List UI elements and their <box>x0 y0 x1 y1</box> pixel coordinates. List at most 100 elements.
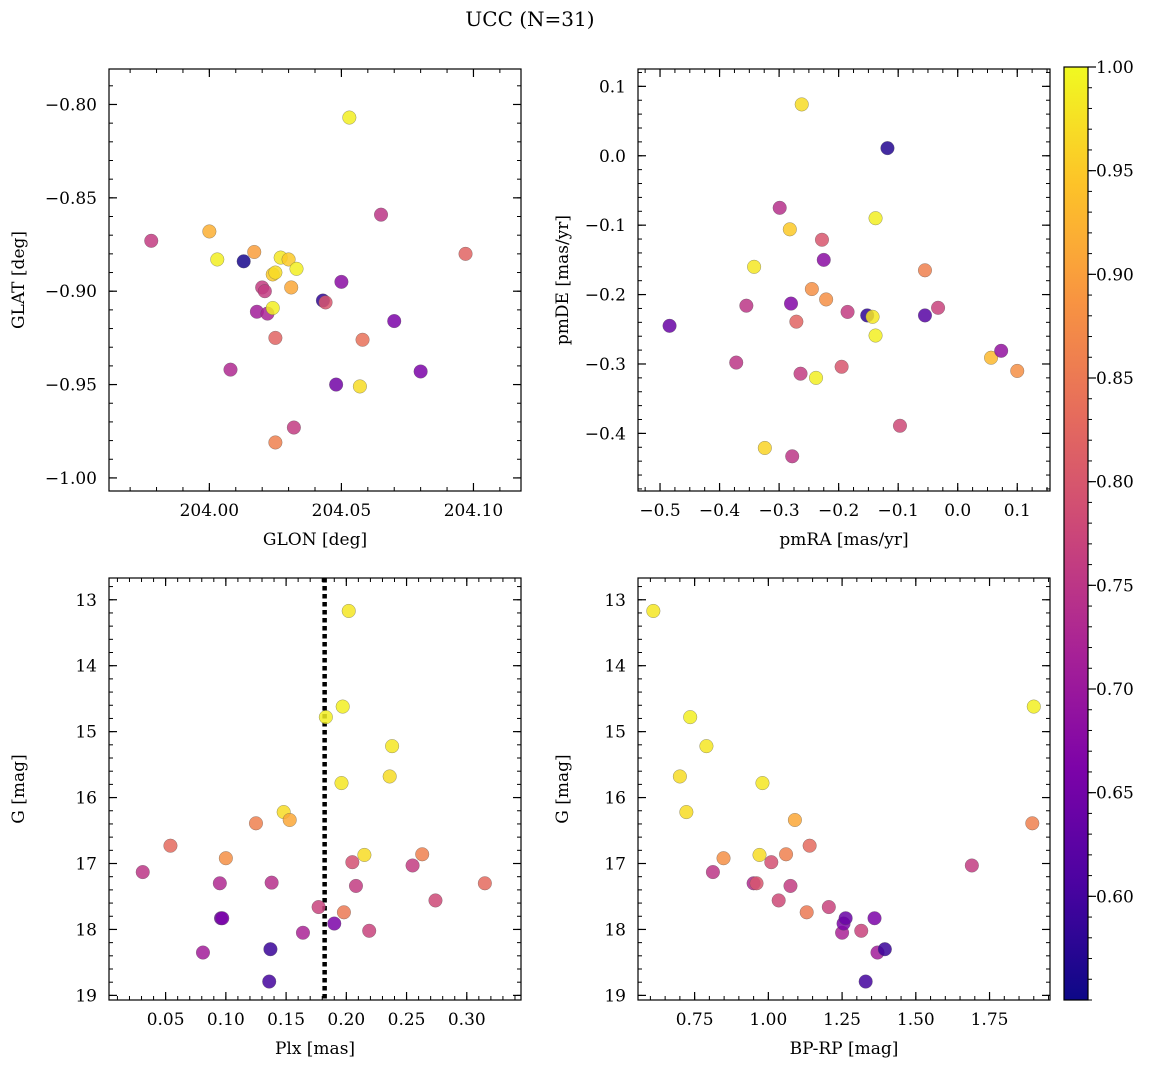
y-axis-label: G [mag] <box>553 754 573 823</box>
data-point <box>804 281 819 297</box>
data-point <box>771 893 786 908</box>
x-tick-label: 0.0 <box>944 501 971 521</box>
x-tick-label: 1.50 <box>897 1010 935 1030</box>
data-point <box>202 224 217 239</box>
data-point <box>808 370 824 385</box>
data-point <box>794 97 809 112</box>
y-tick-label: 17 <box>604 855 626 875</box>
data-point <box>329 377 344 392</box>
data-point <box>212 876 227 891</box>
data-point <box>931 300 946 315</box>
data-point <box>289 261 304 276</box>
data-point <box>729 355 744 370</box>
data-point <box>236 254 251 269</box>
data-point <box>994 343 1009 358</box>
y-tick-label: −0.80 <box>45 95 97 115</box>
data-point <box>163 838 178 853</box>
y-tick-label: −0.1 <box>585 216 626 236</box>
data-point <box>793 366 808 381</box>
x-tick-label: −0.3 <box>758 501 799 521</box>
data-point <box>348 878 364 893</box>
data-point <box>739 298 754 313</box>
data-point <box>218 851 233 866</box>
axes-frame <box>108 68 522 492</box>
y-tick-label: 15 <box>604 723 626 743</box>
data-point <box>284 280 299 295</box>
data-point <box>858 974 873 989</box>
x-tick-label: −0.4 <box>699 501 740 521</box>
data-point <box>984 350 999 365</box>
y-tick-label: 18 <box>75 920 97 940</box>
data-point <box>262 974 277 989</box>
x-tick-label: 0.05 <box>147 1010 185 1030</box>
x-tick-label: 0.30 <box>448 1010 486 1030</box>
data-point <box>917 263 933 278</box>
data-point <box>477 876 492 891</box>
data-point <box>135 865 150 880</box>
data-point <box>1010 363 1025 378</box>
y-tick-label: 13 <box>604 591 626 611</box>
axes-frame <box>108 577 522 1001</box>
data-point <box>268 265 283 280</box>
data-point <box>816 252 831 267</box>
scatter-panel-4: 0.75 1.00 1.25 1.50 1.75 13 14 15 16 17 18 19 BP-RP … <box>553 577 1051 1059</box>
data-point <box>778 847 794 862</box>
data-point <box>286 420 301 435</box>
data-point <box>268 435 283 450</box>
data-point <box>772 200 787 215</box>
y-tick-label: −0.4 <box>585 424 626 444</box>
data-point <box>840 304 855 319</box>
colorbar-tick-label: 0.60 <box>1096 887 1134 907</box>
data-point <box>281 252 296 267</box>
data-point <box>802 838 817 853</box>
data-point <box>373 207 389 222</box>
data-point <box>834 359 849 374</box>
data-point <box>699 739 714 754</box>
data-point <box>865 309 880 324</box>
data-point <box>1025 816 1040 831</box>
y-tick-label: −0.85 <box>45 189 97 209</box>
x-tick-label: 0.75 <box>676 1010 714 1030</box>
data-point <box>144 233 159 248</box>
data-point <box>282 812 297 828</box>
x-tick-label: −0.1 <box>878 501 919 521</box>
scatter-panel-1: 204.00 204.05 204.10 −0.80 −0.85 −0.90 −0.95 −1… <box>9 68 522 550</box>
x-axis-label: GLON [deg] <box>263 530 367 550</box>
y-tick-label: 18 <box>604 920 626 940</box>
x-tick-label: 204.10 <box>444 501 503 521</box>
data-point <box>752 847 767 862</box>
y-axis-label: GLAT [deg] <box>9 231 29 329</box>
data-point <box>264 875 279 890</box>
data-point <box>799 905 814 920</box>
data-point <box>357 847 372 862</box>
data-point <box>868 211 883 226</box>
y-axis-label: G [mag] <box>9 754 29 823</box>
data-point <box>785 449 800 464</box>
data-point <box>335 699 350 714</box>
x-tick-label: 1.25 <box>823 1010 861 1030</box>
x-axis-label: pmRA [mas/yr] <box>779 530 908 550</box>
data-point <box>1026 699 1041 714</box>
data-point <box>247 244 262 260</box>
y-tick-label: 14 <box>604 657 626 677</box>
x-tick-label: 1.75 <box>971 1010 1009 1030</box>
data-point <box>342 110 357 125</box>
data-point <box>257 284 272 299</box>
y-tick-label: 16 <box>604 789 626 809</box>
data-point <box>868 328 883 343</box>
data-point <box>755 776 770 791</box>
y-tick-label: 19 <box>75 986 97 1006</box>
data-point <box>318 710 333 725</box>
data-point <box>821 899 836 915</box>
y-tick-label: 0.1 <box>599 77 626 97</box>
x-tick-label: 0.1 <box>1004 501 1031 521</box>
colorbar: 0.60 0.65 0.70 0.75 0.80 0.85 0.90 0.95 1.00 <box>1063 58 1134 1001</box>
data-point <box>334 776 349 791</box>
data-point <box>336 905 351 920</box>
data-point <box>334 274 349 289</box>
data-point <box>248 816 264 831</box>
data-point <box>265 300 280 316</box>
axes-frame <box>637 577 1051 1001</box>
data-point <box>787 812 802 828</box>
